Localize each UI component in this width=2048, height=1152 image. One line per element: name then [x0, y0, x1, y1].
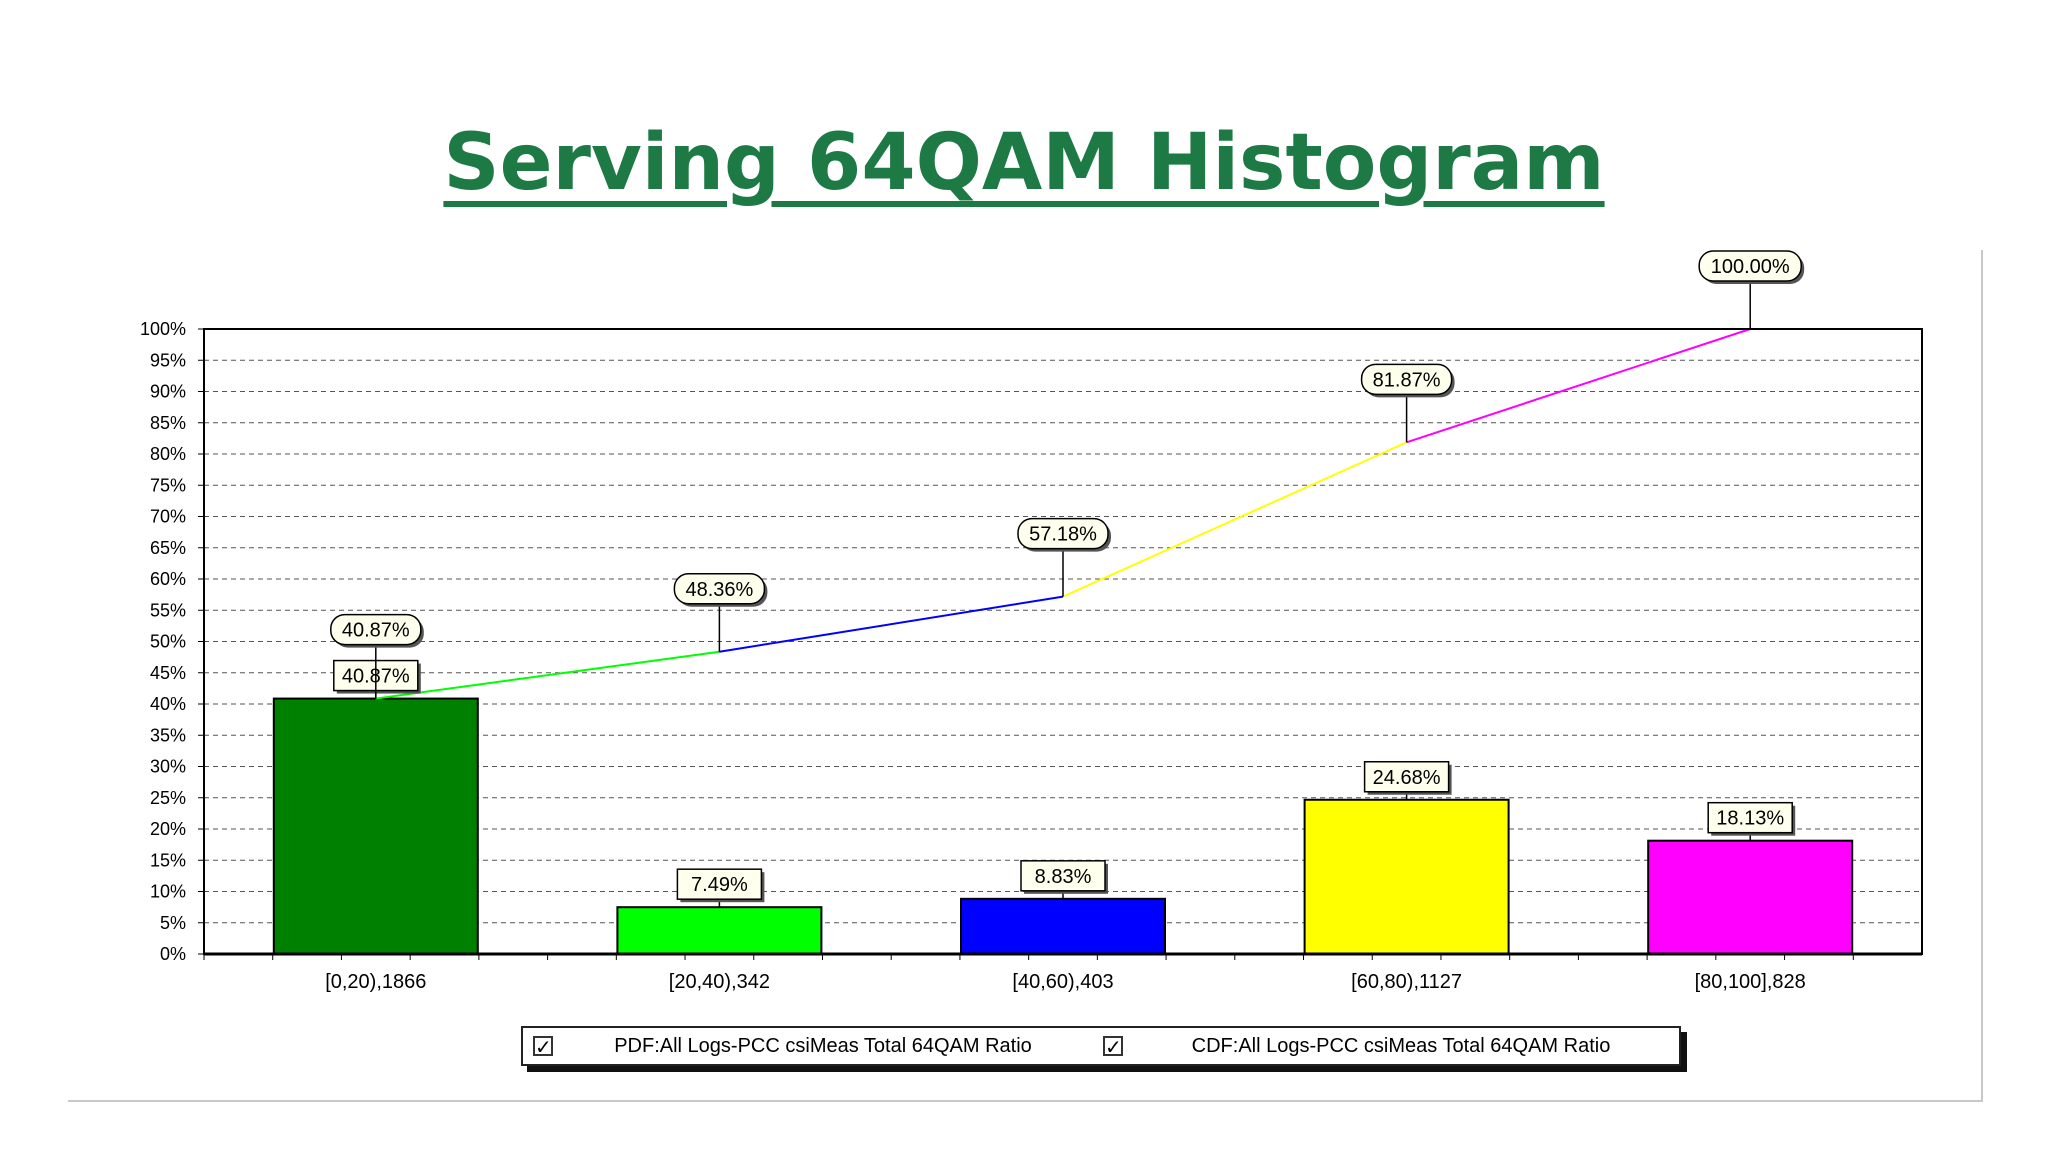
x-tick-label: [40,60),403: [1012, 971, 1113, 993]
x-tick-label: [20,40),342: [669, 971, 770, 993]
y-tick-label: 70%: [150, 507, 186, 527]
y-tick-label: 50%: [150, 632, 186, 652]
pdf-label-box: [676, 868, 763, 900]
y-tick-label: 35%: [150, 725, 186, 745]
frame-right-border: [1981, 250, 1983, 1102]
cdf-checkbox[interactable]: ✓: [1103, 1035, 1123, 1059]
frame-bottom-border: [68, 1100, 1983, 1102]
x-tick-label: [0,20),1866: [325, 971, 426, 993]
y-tick-label: 20%: [150, 819, 186, 839]
legend-label-cdf: CDF:All Logs-PCC csiMeas Total 64QAM Rat…: [1191, 1034, 1611, 1057]
y-tick-label: 30%: [150, 757, 186, 777]
y-tick-label: 40%: [150, 694, 186, 714]
cdf-data-label: 40.87%: [342, 620, 410, 642]
y-tick-label: 65%: [150, 538, 186, 558]
cdf-label-box: [330, 613, 422, 646]
cdf-label-box: [1698, 250, 1802, 282]
bar: [1647, 839, 1854, 955]
page-title: Serving 64QAM Histogram: [443, 118, 1605, 208]
cdf-data-label: 57.18%: [1029, 524, 1097, 546]
pdf-data-label: 18.13%: [1716, 808, 1784, 830]
cdf-line-segment: [1406, 328, 1751, 444]
pdf-check-icon: ✓: [535, 1035, 552, 1059]
cdf-line-segment: [1062, 441, 1408, 598]
pdf-label-box: [1363, 761, 1450, 793]
x-tick-label: [80,100],828: [1695, 971, 1806, 993]
y-tick-label: 100%: [140, 319, 186, 339]
cdf-data-label: 81.87%: [1373, 369, 1441, 391]
cdf-label-box: [1017, 517, 1109, 550]
y-tick-label: 60%: [150, 569, 186, 589]
legend-item-cdf: ✓ CDF:All Logs-PCC csiMeas Total 64QAM R…: [1093, 1028, 1679, 1064]
pdf-label-box: [1707, 801, 1793, 834]
y-tick-label: 25%: [150, 788, 186, 808]
y-tick-label: 85%: [150, 413, 186, 433]
x-tick-label: [60,80),1127: [1351, 971, 1462, 993]
pdf-label-box: [1020, 860, 1106, 892]
y-tick-label: 90%: [150, 382, 186, 402]
y-tick-label: 75%: [150, 475, 186, 495]
pdf-checkbox[interactable]: ✓: [533, 1035, 553, 1059]
cdf-data-label: 100.00%: [1711, 256, 1790, 278]
y-tick-label: 95%: [150, 350, 186, 370]
cdf-label-box: [673, 573, 766, 605]
pdf-data-label: 24.68%: [1373, 767, 1441, 789]
pdf-data-label: 7.49%: [691, 874, 748, 896]
y-tick-label: 45%: [150, 663, 186, 683]
bar: [1303, 798, 1510, 955]
y-tick-label: 15%: [150, 850, 186, 870]
cdf-check-icon: ✓: [1105, 1035, 1122, 1059]
bar: [616, 906, 823, 955]
y-tick-label: 10%: [150, 882, 186, 902]
legend-label-pdf: PDF:All Logs-PCC csiMeas Total 64QAM Rat…: [614, 1034, 1032, 1057]
y-tick-label: 55%: [150, 600, 186, 620]
bar: [960, 897, 1166, 955]
cdf-line-segment: [719, 595, 1064, 653]
legend-item-pdf: ✓ PDF:All Logs-PCC csiMeas Total 64QAM R…: [523, 1028, 1093, 1064]
y-tick-label: 0%: [160, 944, 186, 964]
bar: [272, 697, 479, 955]
pdf-data-label: 8.83%: [1035, 866, 1092, 888]
y-tick-label: 5%: [160, 913, 186, 933]
cdf-label-box: [1360, 363, 1453, 396]
cdf-line-segment: [375, 650, 720, 700]
cdf-data-label: 48.36%: [685, 579, 753, 601]
chart-legend: ✓ PDF:All Logs-PCC csiMeas Total 64QAM R…: [521, 1026, 1681, 1066]
y-tick-label: 80%: [150, 444, 186, 464]
